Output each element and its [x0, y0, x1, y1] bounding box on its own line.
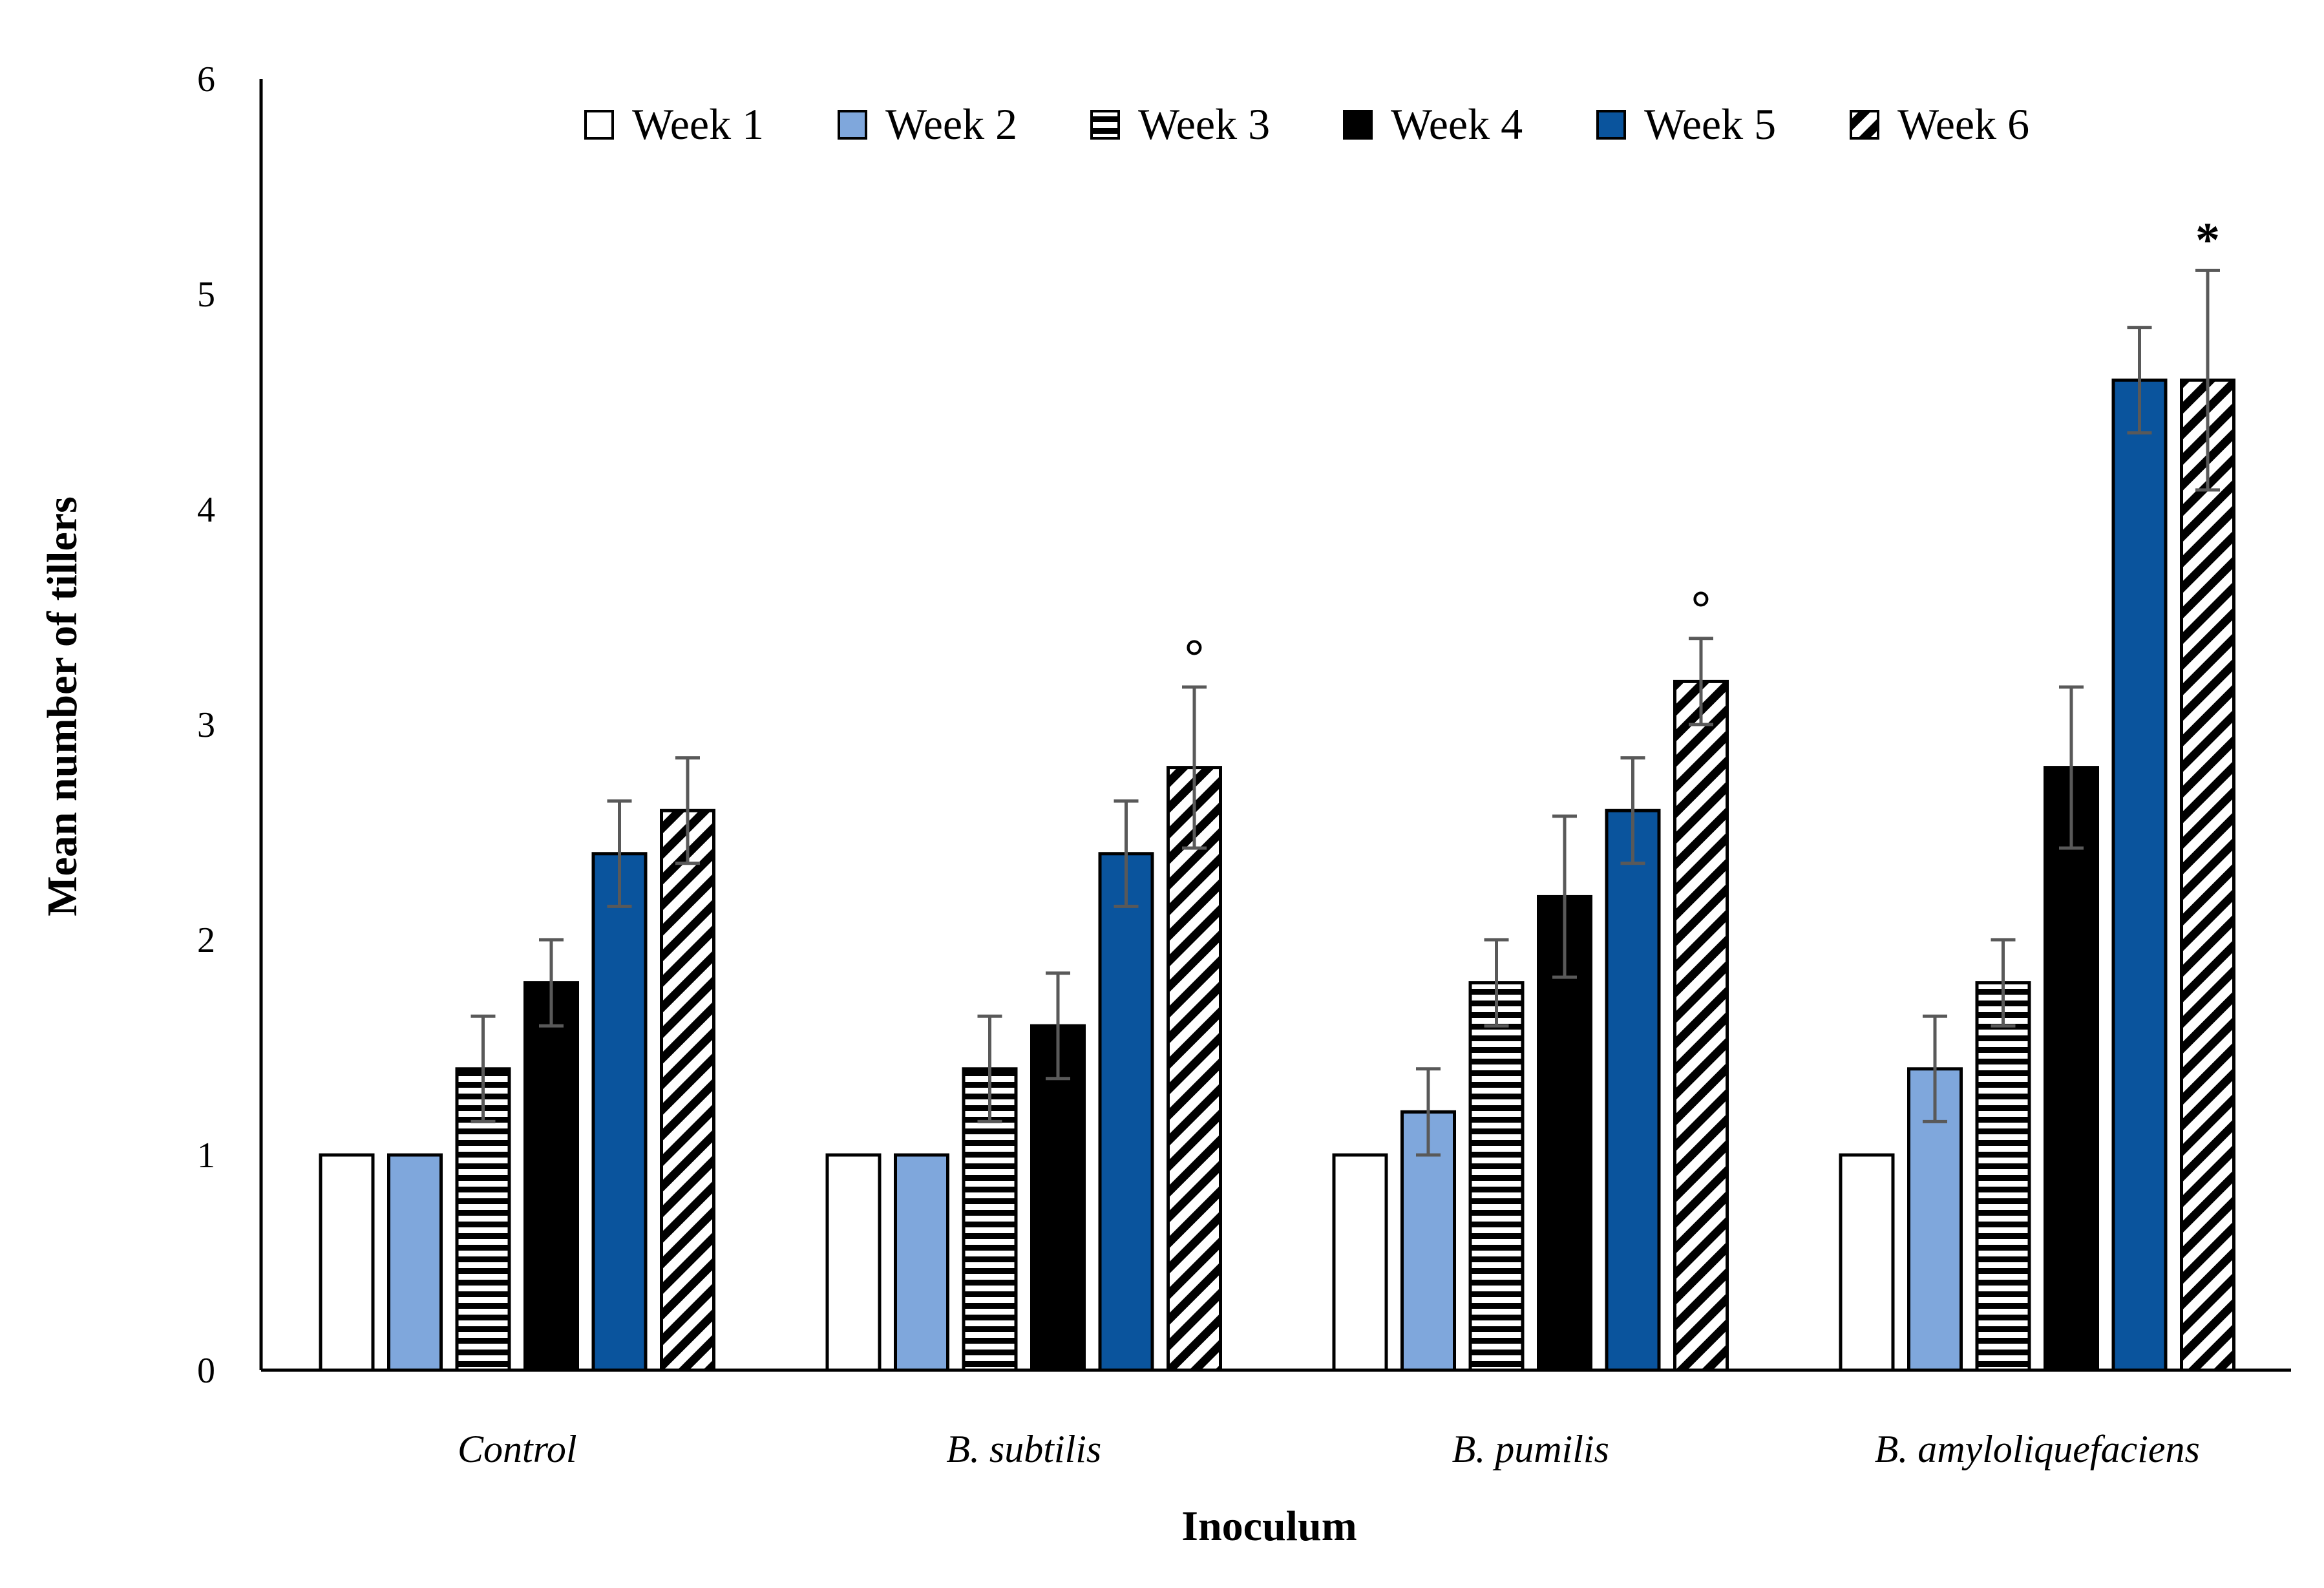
y-tick-label-1: 1 — [197, 1136, 215, 1176]
y-tick-label-2: 2 — [197, 920, 215, 960]
error-bar-b-pumilis-week-3 — [1484, 938, 1509, 1028]
bars-group — [319, 378, 2235, 1372]
error-bar-control-week-4 — [539, 938, 564, 1028]
error-bar-b-subtilis-week-3 — [977, 1014, 1002, 1123]
legend-label-week-4: Week 4 — [1391, 100, 1523, 149]
bar-b-pumilis-week-1 — [1332, 1153, 1388, 1372]
error-bar-b-amyloliquefaciens-week-4 — [2059, 685, 2084, 850]
error-bar-b-subtilis-week-5 — [1114, 799, 1139, 908]
y-tick-labels: 0 1 2 3 4 5 6 — [197, 59, 215, 1391]
error-bars-group — [470, 268, 2220, 1157]
error-bar-b-pumilis-week-6 — [1689, 637, 1713, 726]
legend-swatch-week-3 — [1090, 110, 1120, 140]
bar-b-subtilis-week-6 — [1167, 766, 1222, 1372]
bar-b-pumilis-week-2 — [1400, 1110, 1456, 1372]
bar-b-amyloliquefaciens-week-3 — [1975, 981, 2031, 1372]
x-category-labels: Control B. subtilis B. pumilis B. amyloliqu… — [458, 1428, 2200, 1470]
error-bar-b-pumilis-week-2 — [1416, 1067, 1441, 1157]
legend-swatch-week-2 — [838, 110, 867, 140]
error-bar-b-subtilis-week-6 — [1182, 685, 1207, 850]
legend-swatch-week-4 — [1343, 110, 1373, 140]
y-axis-title: Mean number of tillers — [39, 496, 86, 916]
bar-control-week-1 — [319, 1153, 375, 1372]
error-bar-b-subtilis-week-4 — [1046, 971, 1070, 1081]
y-tick-label-5: 5 — [197, 275, 215, 315]
y-tick-label-3: 3 — [197, 705, 215, 745]
x-category-label-control: Control — [458, 1428, 576, 1470]
annotation-marker-b-amyloliquefaciens: * — [2195, 213, 2220, 267]
x-category-label-b-subtilis: B. subtilis — [946, 1428, 1101, 1470]
error-bar-control-week-3 — [470, 1014, 496, 1123]
legend: Week 1 Week 2 Week 3 Week 4 Week 5 Week 6 — [584, 100, 2029, 149]
bar-b-subtilis-week-2 — [894, 1153, 949, 1372]
annotation-markers-group: ° ° * — [1185, 213, 2220, 684]
y-tick-label-6: 6 — [197, 59, 215, 100]
legend-swatch-week-5 — [1596, 110, 1626, 140]
legend-label-week-2: Week 2 — [885, 100, 1017, 149]
bar-control-week-2 — [387, 1153, 443, 1372]
legend-swatch-week-1 — [584, 110, 614, 140]
bar-b-subtilis-week-1 — [825, 1153, 882, 1372]
x-category-label-b-pumilis: B. pumilis — [1452, 1428, 1609, 1470]
error-bar-b-amyloliquefaciens-week-2 — [1923, 1014, 1947, 1123]
x-category-label-b-amyloliquefaciens: B. amyloliquefaciens — [1875, 1428, 2200, 1470]
legend-label-week-3: Week 3 — [1138, 100, 1270, 149]
bar-b-amyloliquefaciens-week-1 — [1839, 1153, 1895, 1372]
error-bar-control-week-5 — [607, 799, 632, 908]
y-tick-label-4: 4 — [197, 490, 215, 530]
x-axis-title: Inoculum — [1181, 1503, 1357, 1550]
annotation-marker-b-pumilis: ° — [1691, 581, 1711, 635]
bar-b-amyloliquefaciens-week-5 — [2111, 378, 2168, 1372]
legend-label-week-6: Week 6 — [1897, 100, 2029, 149]
bar-b-pumilis-week-5 — [1605, 809, 1661, 1372]
legend-swatch-week-6 — [1850, 110, 1879, 140]
bar-control-week-6 — [660, 809, 715, 1372]
bar-b-pumilis-week-3 — [1468, 981, 1525, 1372]
bar-control-week-5 — [591, 852, 648, 1372]
bar-b-amyloliquefaciens-week-4 — [2044, 766, 2099, 1372]
bar-b-pumilis-week-6 — [1673, 679, 1729, 1372]
annotation-marker-b-subtilis: ° — [1185, 630, 1204, 684]
error-bar-control-week-6 — [675, 756, 700, 865]
y-tick-label-0: 0 — [197, 1351, 215, 1391]
bar-b-subtilis-week-5 — [1098, 852, 1154, 1372]
error-bar-b-pumilis-week-5 — [1620, 756, 1645, 865]
error-bar-b-amyloliquefaciens-week-3 — [1991, 938, 2016, 1028]
error-bar-b-pumilis-week-4 — [1552, 814, 1577, 979]
legend-label-week-5: Week 5 — [1644, 100, 1776, 149]
bar-control-week-4 — [523, 981, 579, 1372]
bar-b-amyloliquefaciens-week-6 — [2180, 378, 2235, 1372]
error-bar-b-amyloliquefaciens-week-5 — [2127, 326, 2152, 435]
error-bar-b-amyloliquefaciens-week-6 — [2195, 268, 2220, 492]
legend-label-week-1: Week 1 — [632, 100, 764, 149]
